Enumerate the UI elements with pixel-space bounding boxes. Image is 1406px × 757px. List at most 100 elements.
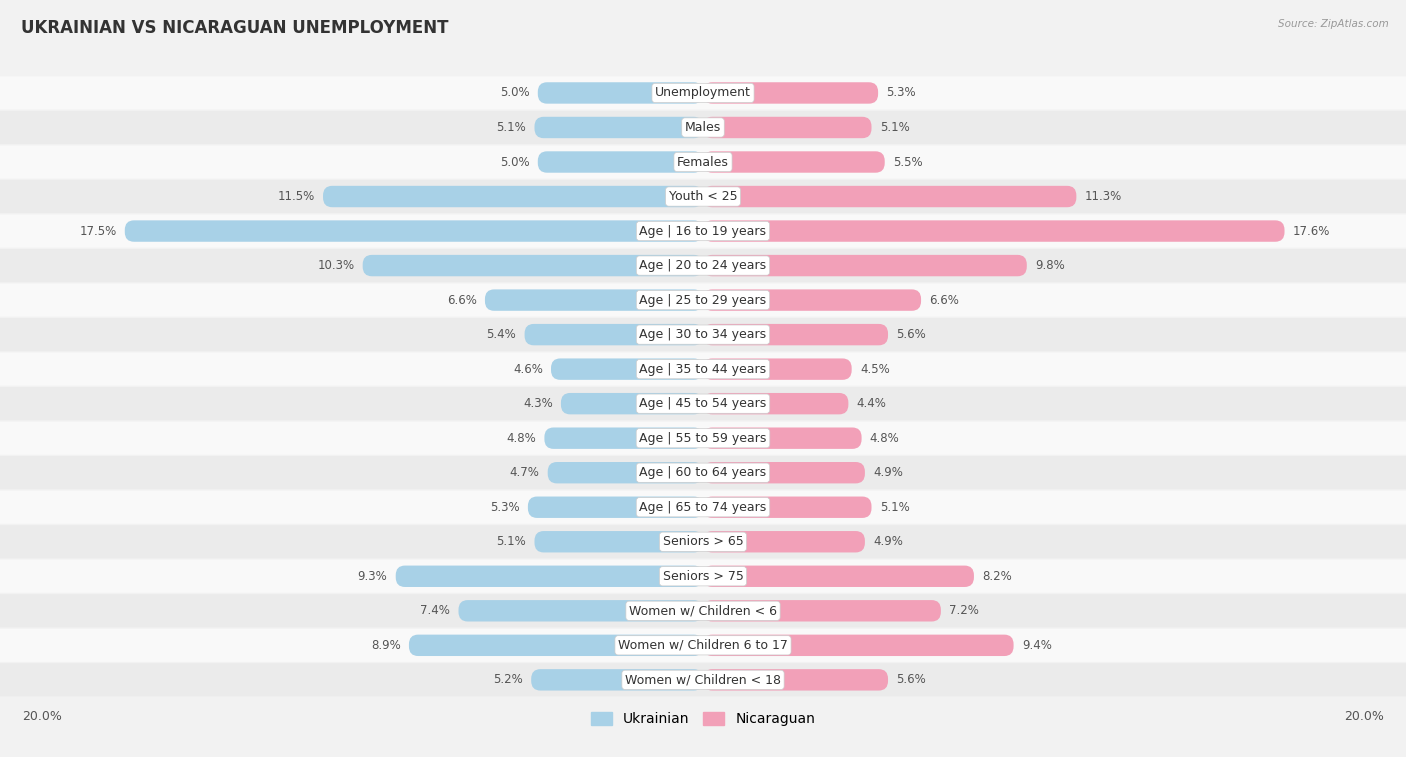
FancyBboxPatch shape [703,600,941,621]
FancyBboxPatch shape [703,669,889,690]
Text: 4.4%: 4.4% [856,397,887,410]
FancyBboxPatch shape [0,180,1406,213]
FancyBboxPatch shape [125,220,703,241]
FancyBboxPatch shape [0,629,1406,662]
FancyBboxPatch shape [537,83,703,104]
FancyBboxPatch shape [0,145,1406,179]
FancyBboxPatch shape [703,359,852,380]
FancyBboxPatch shape [703,289,921,311]
Text: Age | 65 to 74 years: Age | 65 to 74 years [640,500,766,514]
Text: 4.8%: 4.8% [506,431,536,444]
Text: 4.9%: 4.9% [873,535,903,548]
Text: Women w/ Children < 18: Women w/ Children < 18 [626,673,780,687]
Text: 5.4%: 5.4% [486,328,516,341]
Text: 5.2%: 5.2% [494,673,523,687]
Text: 7.4%: 7.4% [420,604,450,617]
FancyBboxPatch shape [0,663,1406,696]
Text: 17.5%: 17.5% [79,225,117,238]
FancyBboxPatch shape [561,393,703,414]
Text: Females: Females [678,155,728,169]
Text: 5.3%: 5.3% [491,500,520,514]
FancyBboxPatch shape [544,428,703,449]
FancyBboxPatch shape [363,255,703,276]
FancyBboxPatch shape [0,387,1406,420]
Text: 9.8%: 9.8% [1035,259,1064,272]
Text: 10.3%: 10.3% [318,259,354,272]
Text: 9.3%: 9.3% [357,570,388,583]
Text: 9.4%: 9.4% [1022,639,1052,652]
Text: Unemployment: Unemployment [655,86,751,99]
Text: 8.9%: 8.9% [371,639,401,652]
FancyBboxPatch shape [485,289,703,311]
FancyBboxPatch shape [323,185,703,207]
Text: 8.2%: 8.2% [983,570,1012,583]
FancyBboxPatch shape [703,497,872,518]
Text: Males: Males [685,121,721,134]
Text: 4.8%: 4.8% [870,431,900,444]
Text: Age | 16 to 19 years: Age | 16 to 19 years [640,225,766,238]
FancyBboxPatch shape [0,594,1406,628]
Text: 11.5%: 11.5% [277,190,315,203]
Text: 4.5%: 4.5% [860,363,890,375]
FancyBboxPatch shape [703,428,862,449]
FancyBboxPatch shape [395,565,703,587]
FancyBboxPatch shape [703,83,879,104]
Text: 6.6%: 6.6% [929,294,959,307]
FancyBboxPatch shape [0,284,1406,316]
FancyBboxPatch shape [703,324,889,345]
FancyBboxPatch shape [534,531,703,553]
FancyBboxPatch shape [524,324,703,345]
FancyBboxPatch shape [703,462,865,484]
Text: 5.1%: 5.1% [496,121,526,134]
FancyBboxPatch shape [409,634,703,656]
Text: Age | 45 to 54 years: Age | 45 to 54 years [640,397,766,410]
Text: Age | 30 to 34 years: Age | 30 to 34 years [640,328,766,341]
Text: 5.1%: 5.1% [880,500,910,514]
Text: 5.1%: 5.1% [496,535,526,548]
FancyBboxPatch shape [703,151,884,173]
Text: 5.1%: 5.1% [880,121,910,134]
Text: Age | 60 to 64 years: Age | 60 to 64 years [640,466,766,479]
FancyBboxPatch shape [534,117,703,139]
Text: UKRAINIAN VS NICARAGUAN UNEMPLOYMENT: UKRAINIAN VS NICARAGUAN UNEMPLOYMENT [21,19,449,37]
FancyBboxPatch shape [703,117,872,139]
FancyBboxPatch shape [703,565,974,587]
Text: 4.6%: 4.6% [513,363,543,375]
FancyBboxPatch shape [703,185,1077,207]
Text: Women w/ Children < 6: Women w/ Children < 6 [628,604,778,617]
FancyBboxPatch shape [0,111,1406,144]
Text: 4.3%: 4.3% [523,397,553,410]
Text: Youth < 25: Youth < 25 [669,190,737,203]
Text: Age | 20 to 24 years: Age | 20 to 24 years [640,259,766,272]
FancyBboxPatch shape [0,422,1406,455]
FancyBboxPatch shape [0,318,1406,351]
FancyBboxPatch shape [703,393,848,414]
FancyBboxPatch shape [0,456,1406,489]
FancyBboxPatch shape [527,497,703,518]
FancyBboxPatch shape [0,559,1406,593]
FancyBboxPatch shape [551,359,703,380]
Text: 5.6%: 5.6% [896,328,927,341]
FancyBboxPatch shape [548,462,703,484]
FancyBboxPatch shape [0,249,1406,282]
Text: 4.9%: 4.9% [873,466,903,479]
FancyBboxPatch shape [537,151,703,173]
Text: 5.0%: 5.0% [501,155,530,169]
FancyBboxPatch shape [0,491,1406,524]
Legend: Ukrainian, Nicaraguan: Ukrainian, Nicaraguan [585,706,821,731]
FancyBboxPatch shape [703,255,1026,276]
Text: 4.7%: 4.7% [509,466,540,479]
Text: Age | 25 to 29 years: Age | 25 to 29 years [640,294,766,307]
Text: Age | 35 to 44 years: Age | 35 to 44 years [640,363,766,375]
Text: Seniors > 75: Seniors > 75 [662,570,744,583]
Text: 11.3%: 11.3% [1084,190,1122,203]
FancyBboxPatch shape [458,600,703,621]
FancyBboxPatch shape [703,220,1285,241]
FancyBboxPatch shape [0,353,1406,386]
FancyBboxPatch shape [531,669,703,690]
Text: 5.3%: 5.3% [886,86,915,99]
Text: 17.6%: 17.6% [1292,225,1330,238]
Text: 5.6%: 5.6% [896,673,927,687]
FancyBboxPatch shape [703,634,1014,656]
Text: 7.2%: 7.2% [949,604,979,617]
